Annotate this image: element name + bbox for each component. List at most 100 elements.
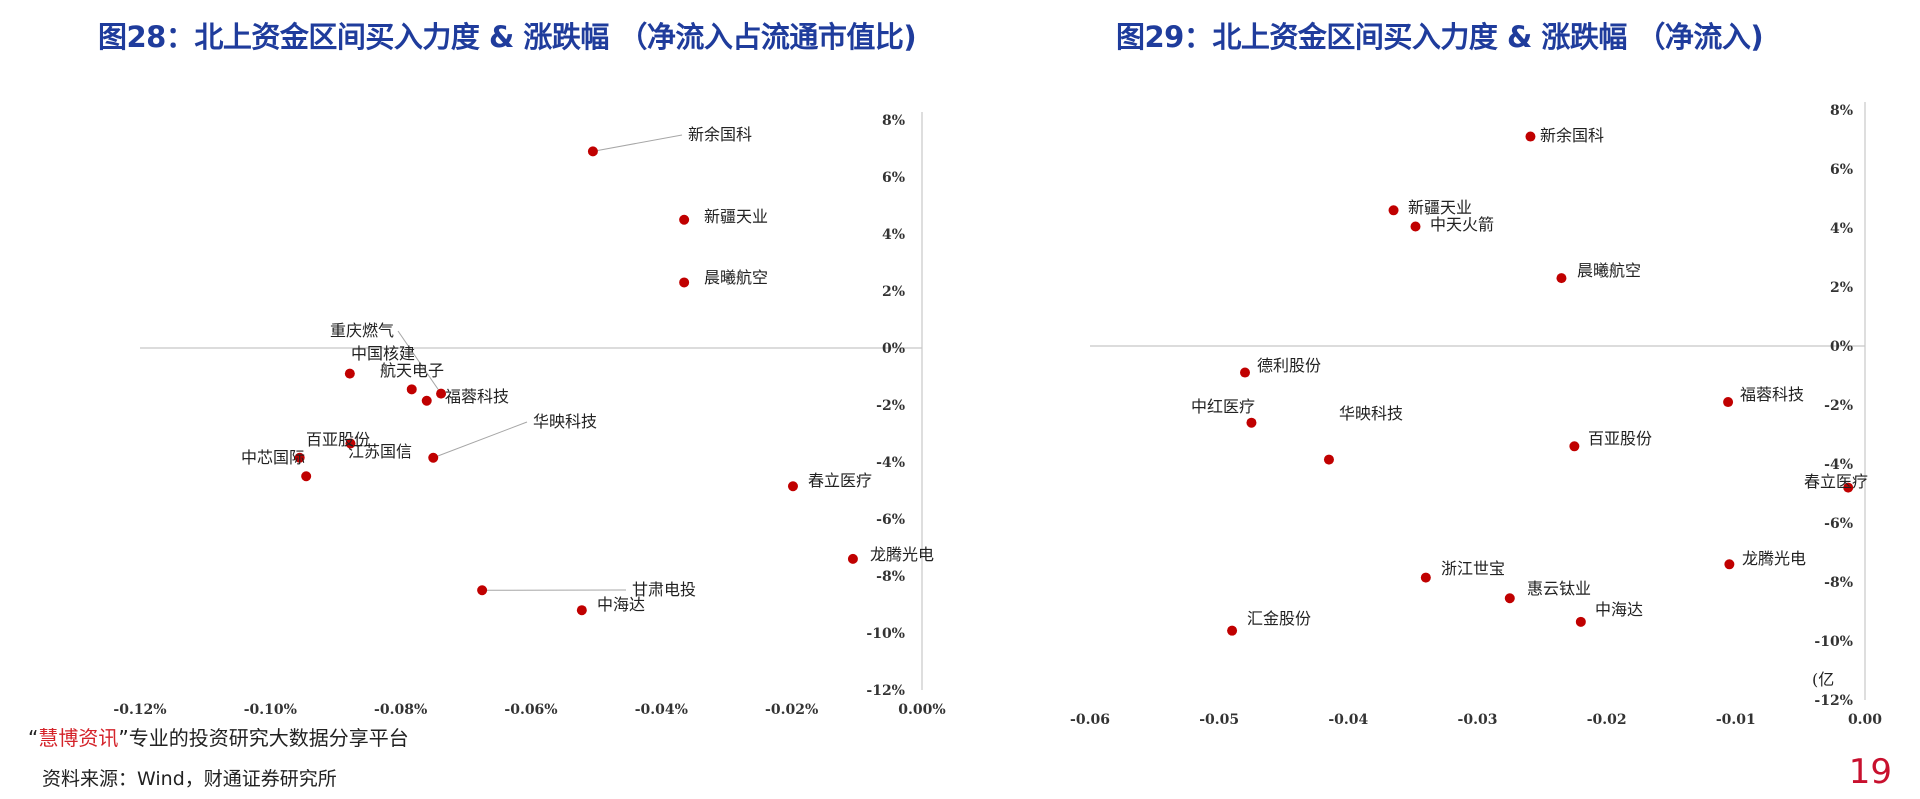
scatter-point[interactable] <box>477 585 488 596</box>
scatter-point[interactable] <box>587 146 598 157</box>
scatter-point[interactable] <box>1504 593 1515 604</box>
scatter-point[interactable] <box>344 368 355 379</box>
point-label: 新余国科 <box>1540 126 1604 145</box>
point-label: 华映科技 <box>533 412 597 431</box>
scatter-point[interactable] <box>787 481 798 492</box>
x-tick-label: -0.02 <box>1587 712 1627 728</box>
scatter-chart-right: -0.06 -0.05 -0.04 -0.03 -0.02 -0.01 0.00 8% 6% 4%… <box>1070 102 1882 728</box>
scatter-point[interactable] <box>294 452 305 463</box>
point-label: 龙腾光电 <box>1742 549 1806 568</box>
leader-line <box>592 134 683 152</box>
point-label: 福蓉科技 <box>1740 385 1804 404</box>
y-tick-label: 8% <box>1830 103 1853 119</box>
scatter-point[interactable] <box>1420 572 1431 583</box>
scatter-point[interactable] <box>1843 482 1854 493</box>
x-tick-label: -0.06% <box>504 702 557 718</box>
x-tick-label: -0.04% <box>635 702 688 718</box>
y-tick-label: -8% <box>876 569 905 585</box>
point-label: 中天火箭 <box>1430 215 1494 234</box>
scatter-point[interactable] <box>1575 616 1586 627</box>
y-tick-label: 0% <box>882 341 905 357</box>
scatter-point[interactable] <box>1388 205 1399 216</box>
footer-slogan-line: “慧博资讯”专业的投资研究大数据分享平台 <box>28 722 409 751</box>
scatter-point[interactable] <box>1323 454 1334 465</box>
scatter-point[interactable] <box>428 452 439 463</box>
leader-line <box>433 421 528 459</box>
point-label: 江苏国信 <box>348 442 412 461</box>
scatter-point[interactable] <box>576 605 587 616</box>
y-tick-label: 4% <box>882 227 905 243</box>
slogan-text: 专业的投资研究大数据分享平台 <box>128 726 409 750</box>
scatter-point[interactable] <box>421 395 432 406</box>
chart-title-right: 图29：北上资金区间买入力度 & 涨跌幅 （净流入) <box>1116 20 1764 54</box>
scatter-point[interactable] <box>345 438 356 449</box>
y-tick-label: 6% <box>1830 162 1853 178</box>
point-label: 福蓉科技 <box>445 387 509 406</box>
y-tick-label: 6% <box>882 170 905 186</box>
point-label: 春立医疗 <box>808 471 872 490</box>
x-tick-label: -0.08% <box>374 702 427 718</box>
y-tick-label: -4% <box>876 455 905 471</box>
y-tick-label: -12% <box>866 683 905 699</box>
y-tick-label: -2% <box>1824 398 1853 414</box>
scatter-point[interactable] <box>847 553 858 564</box>
x-tick-label: -0.04 <box>1328 712 1368 728</box>
scatter-point[interactable] <box>1724 559 1735 570</box>
y-tick-label: 0% <box>1830 339 1853 355</box>
x-tick-label: -0.05 <box>1199 712 1239 728</box>
y-tick-label: -10% <box>866 626 905 642</box>
scatter-point[interactable] <box>301 471 312 482</box>
scatter-point[interactable] <box>679 214 690 225</box>
brand-name[interactable]: 慧博资讯 <box>38 726 119 750</box>
point-label: 中红医疗 <box>1191 397 1255 416</box>
y-tick-label: -6% <box>1824 516 1853 532</box>
scatter-point[interactable] <box>1240 367 1250 378</box>
scatter-point[interactable] <box>1525 131 1536 142</box>
y-tick-label: -8% <box>1824 575 1853 591</box>
point-label: 晨曦航空 <box>704 268 768 287</box>
page-number: 19 <box>1848 752 1892 792</box>
quote-close: ” <box>118 726 129 750</box>
point-label: 新疆天业 <box>704 207 768 226</box>
point-label: 德利股份 <box>1257 356 1321 375</box>
y-tick-label: -6% <box>876 512 905 528</box>
x-tick-label: -0.06 <box>1070 712 1110 728</box>
scatter-chart-left: -0.12% -0.10% -0.08% -0.06% -0.04% -0.02% 0.00… <box>113 112 946 718</box>
unit-label-partial: (亿 <box>1812 670 1834 689</box>
point-label: 甘肃电投 <box>632 580 696 599</box>
point-label: 航天电子 <box>380 361 444 380</box>
scatter-point[interactable] <box>679 277 690 288</box>
x-tick-label: -0.12% <box>113 702 166 718</box>
y-tick-label: -2% <box>876 398 905 414</box>
x-tick-label: -0.02% <box>765 702 818 718</box>
point-label: 龙腾光电 <box>870 545 934 564</box>
x-tick-label: 0.00 <box>1848 712 1882 728</box>
point-label: 重庆燃气 <box>330 321 394 340</box>
y-tick-label: -10% <box>1814 634 1853 650</box>
scatter-point[interactable] <box>406 384 417 395</box>
point-label: 中海达 <box>597 595 645 614</box>
x-tick-label: -0.10% <box>244 702 297 718</box>
scatter-point[interactable] <box>1227 625 1238 636</box>
point-label: 百亚股份 <box>306 430 370 449</box>
point-label: 华映科技 <box>1339 404 1403 423</box>
scatter-point[interactable] <box>1723 397 1734 408</box>
x-tick-label: 0.00% <box>898 702 945 718</box>
y-tick-label: -4% <box>1824 457 1853 473</box>
scatter-point[interactable] <box>1569 441 1580 452</box>
scatter-point[interactable] <box>1556 273 1567 284</box>
point-label: 汇金股份 <box>1247 609 1311 628</box>
point-label: 惠云钛业 <box>1527 579 1591 598</box>
point-label: 晨曦航空 <box>1577 261 1641 280</box>
scatter-point[interactable] <box>1246 417 1257 428</box>
point-label: 中芯国际 <box>241 448 305 467</box>
point-label: 浙江世宝 <box>1441 559 1505 578</box>
source-note: 资料来源：Wind，财通证券研究所 <box>42 768 337 790</box>
y-tick-label: -12% <box>1814 693 1853 709</box>
quote-open: “ <box>28 726 39 750</box>
scatter-point[interactable] <box>1410 221 1421 232</box>
point-label: 春立医疗 <box>1804 472 1868 491</box>
scatter-point[interactable] <box>436 388 447 399</box>
y-tick-label: 8% <box>882 113 905 129</box>
